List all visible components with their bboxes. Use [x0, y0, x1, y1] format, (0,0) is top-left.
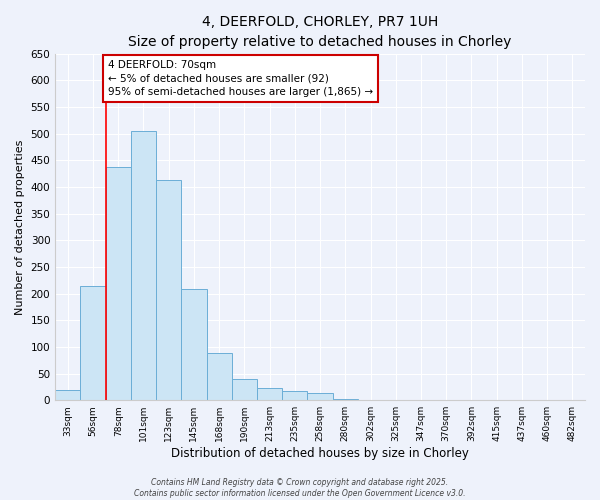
- Text: Contains HM Land Registry data © Crown copyright and database right 2025.
Contai: Contains HM Land Registry data © Crown c…: [134, 478, 466, 498]
- Bar: [257, 388, 282, 400]
- Bar: [80, 286, 106, 400]
- X-axis label: Distribution of detached houses by size in Chorley: Distribution of detached houses by size …: [171, 447, 469, 460]
- Bar: [206, 354, 232, 400]
- Bar: [282, 390, 307, 400]
- Bar: [181, 290, 206, 400]
- Title: 4, DEERFOLD, CHORLEY, PR7 1UH
Size of property relative to detached houses in Ch: 4, DEERFOLD, CHORLEY, PR7 1UH Size of pr…: [128, 15, 512, 48]
- Bar: [55, 390, 80, 400]
- Bar: [307, 394, 332, 400]
- Y-axis label: Number of detached properties: Number of detached properties: [15, 140, 25, 314]
- Bar: [332, 398, 358, 400]
- Bar: [232, 379, 257, 400]
- Bar: [131, 131, 156, 400]
- Bar: [106, 167, 131, 400]
- Text: 4 DEERFOLD: 70sqm
← 5% of detached houses are smaller (92)
95% of semi-detached : 4 DEERFOLD: 70sqm ← 5% of detached house…: [108, 60, 373, 96]
- Bar: [156, 180, 181, 400]
